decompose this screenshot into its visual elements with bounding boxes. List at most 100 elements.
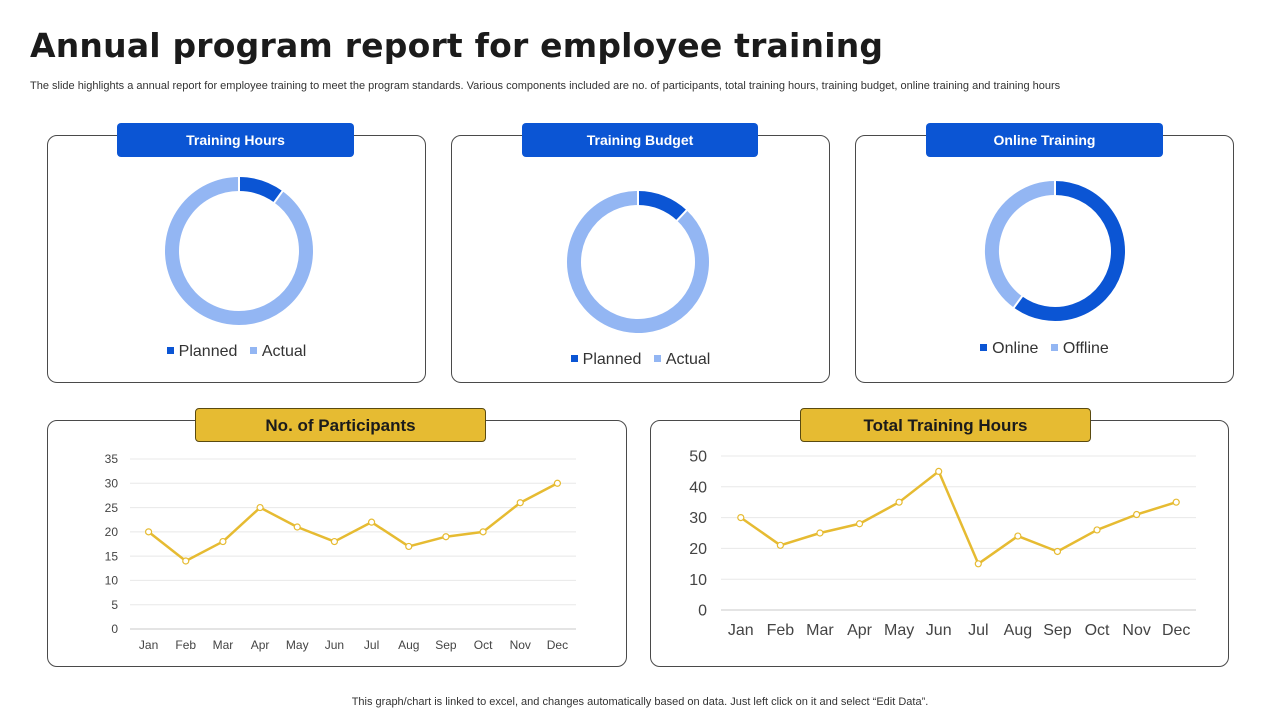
y-tick-label: 0	[111, 622, 118, 636]
legend-label-actual: Actual	[261, 343, 307, 360]
data-point-jan[interactable]	[737, 513, 745, 522]
legend-item-planned: Planned	[166, 343, 238, 360]
x-tick-label: May	[884, 622, 914, 639]
y-tick-label: 20	[105, 525, 119, 539]
participants-tab: No. of Participants	[195, 408, 486, 442]
legend-item-offline: Offline	[1050, 340, 1109, 357]
training-hours-panel	[47, 135, 426, 383]
y-tick-label: 50	[689, 449, 707, 466]
x-tick-label: Oct	[1085, 622, 1110, 639]
x-tick-label: Mar	[806, 622, 834, 639]
training-budget-donut[interactable]	[0, 0, 709, 333]
data-point-dec[interactable]	[553, 479, 562, 487]
training-budget-panel	[451, 135, 830, 383]
legend-label-planned: Planned	[178, 343, 238, 360]
y-tick-label: 30	[105, 476, 119, 490]
x-tick-label: Mar	[213, 638, 234, 652]
data-point-oct[interactable]	[479, 528, 487, 536]
data-point-jul[interactable]	[367, 518, 376, 526]
data-point-mar[interactable]	[816, 529, 824, 537]
x-tick-label: Jul	[364, 638, 379, 652]
online-training-panel	[855, 135, 1234, 383]
series-line[interactable]	[740, 470, 1177, 566]
y-tick-label: 15	[105, 549, 119, 563]
x-tick-label: Jan	[139, 638, 158, 652]
y-tick-label: 10	[105, 574, 119, 588]
data-point-feb[interactable]	[182, 557, 190, 565]
legend-label-online: Online	[992, 340, 1039, 357]
data-point-mar[interactable]	[219, 537, 227, 546]
data-point-jan[interactable]	[144, 528, 153, 536]
participants-line-chart[interactable]: 0 5 10 15 20 25 30 35 Jan Feb Mar Apr May Jun Jul Aug Se…	[0, 0, 576, 652]
legend-label-actual: Actual	[665, 351, 711, 368]
page-title: Annual program report for employee train…	[30, 26, 884, 65]
x-tick-label: Jul	[968, 622, 988, 639]
series-line[interactable]	[147, 482, 558, 563]
online-training-tab: Online Training	[926, 123, 1163, 157]
data-point-jun[interactable]	[330, 537, 339, 546]
legend-item-actual: Actual	[249, 343, 307, 360]
legend-item-planned: Planned	[570, 351, 642, 368]
y-tick-label: 0	[698, 603, 707, 620]
y-tick-label: 25	[105, 501, 119, 515]
x-tick-label: Feb	[175, 638, 196, 652]
data-point-nov[interactable]	[516, 499, 524, 507]
donut-slice-separator	[1012, 294, 1024, 310]
legend-swatch-actual	[249, 347, 257, 354]
legend-swatch-actual	[653, 355, 661, 362]
data-point-sep[interactable]	[442, 533, 450, 541]
training-budget-legend: Planned Actual	[451, 351, 830, 369]
data-point-aug[interactable]	[1014, 532, 1022, 540]
page-subtitle: The slide highlights a annual report for…	[30, 80, 1061, 92]
data-point-apr[interactable]	[855, 520, 864, 528]
donut-slice-actual[interactable]	[567, 191, 709, 333]
online-training-donut[interactable]	[0, 0, 1125, 321]
training-hours-donut[interactable]	[0, 0, 313, 325]
x-tick-label: Aug	[1004, 622, 1032, 639]
data-point-nov[interactable]	[1133, 510, 1141, 519]
donut-slice-offline[interactable]	[985, 181, 1056, 308]
x-tick-label: Aug	[398, 638, 419, 652]
x-tick-label: Apr	[251, 638, 270, 652]
x-tick-label: Sep	[435, 638, 457, 652]
legend-item-actual: Actual	[653, 351, 711, 368]
data-point-aug[interactable]	[405, 542, 413, 551]
y-tick-label: 35	[105, 452, 119, 466]
data-point-feb[interactable]	[776, 541, 784, 549]
training-hours-tab: Training Hours	[117, 123, 354, 157]
data-point-may[interactable]	[293, 523, 301, 531]
donut-slice-planned[interactable]	[238, 177, 283, 203]
data-point-jun[interactable]	[935, 467, 943, 475]
total-hours-panel	[650, 420, 1229, 667]
data-point-may[interactable]	[895, 498, 903, 506]
data-point-apr[interactable]	[256, 503, 264, 512]
donut-slice-planned[interactable]	[637, 191, 687, 221]
y-tick-label: 10	[689, 572, 707, 589]
data-point-dec[interactable]	[1172, 498, 1180, 506]
participants-panel	[47, 420, 627, 667]
donut-slice-actual[interactable]	[165, 177, 313, 325]
x-tick-label: Feb	[767, 622, 795, 639]
x-tick-label: Jan	[728, 622, 754, 639]
total-hours-tab: Total Training Hours	[800, 408, 1091, 442]
legend-label-planned: Planned	[582, 351, 642, 368]
x-tick-label: Dec	[1162, 622, 1190, 639]
x-tick-label: Jun	[926, 622, 952, 639]
data-point-oct[interactable]	[1093, 526, 1101, 534]
data-point-jul[interactable]	[974, 560, 982, 568]
x-tick-label: May	[286, 638, 309, 652]
y-tick-label: 30	[689, 510, 707, 527]
donut-slice-separator	[272, 189, 284, 204]
data-point-sep[interactable]	[1053, 547, 1062, 556]
legend-swatch-planned	[570, 355, 578, 362]
donut-slice-online[interactable]	[1013, 181, 1125, 321]
legend-item-online: Online	[980, 340, 1038, 357]
legend-swatch-offline	[1050, 344, 1058, 351]
y-tick-label: 5	[111, 598, 118, 612]
donut-slice-separator	[675, 208, 689, 222]
x-tick-label: Sep	[1043, 622, 1072, 639]
x-tick-label: Nov	[1122, 622, 1150, 639]
legend-label-offline: Offline	[1062, 340, 1109, 357]
training-hours-legend: Planned Actual	[47, 343, 426, 361]
